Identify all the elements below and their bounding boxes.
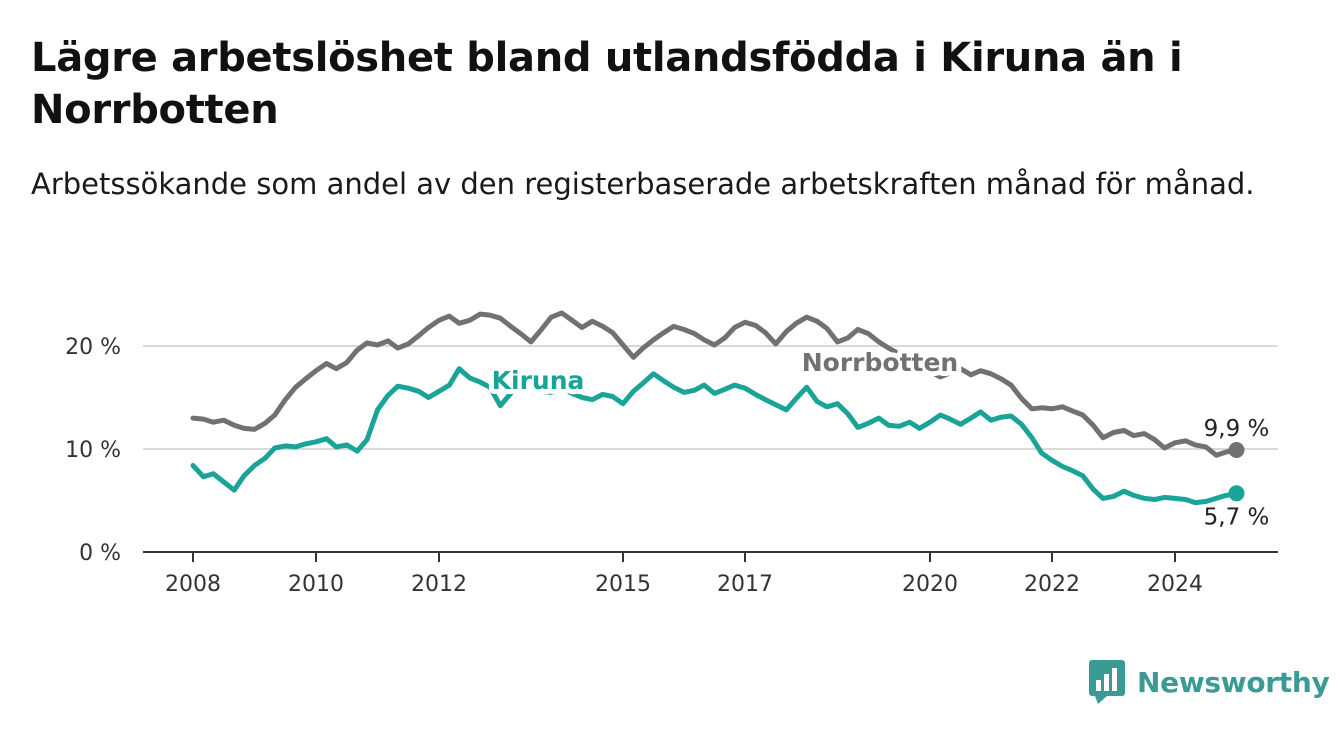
- x-tick-label: 2008: [165, 572, 221, 597]
- series-line-norrbotten: [190, 310, 1239, 458]
- series-label-norrbotten: Norrbotten: [802, 348, 958, 377]
- bar-chart-logo-icon: [1089, 660, 1125, 704]
- end-label-kiruna: 5,7 %: [1204, 504, 1270, 530]
- series-line-kiruna: [190, 366, 1239, 506]
- x-tick-label: 2022: [1024, 572, 1080, 597]
- series-label-kiruna: Kiruna: [492, 366, 585, 395]
- y-tick-label: 0 %: [79, 541, 121, 566]
- x-tick-label: 2020: [902, 572, 958, 597]
- end-point-kiruna: [1228, 485, 1245, 502]
- logo-text: Newsworthy: [1137, 665, 1330, 699]
- chart-subtitle: Arbetssökande som andel av den registerb…: [31, 167, 1255, 201]
- end-point-norrbotten: [1228, 442, 1245, 459]
- y-tick-label: 10 %: [65, 438, 121, 463]
- x-tick-label: 2010: [288, 572, 344, 597]
- y-tick-label: 20 %: [65, 335, 121, 360]
- newsworthy-logo: Newsworthy: [1089, 659, 1330, 705]
- x-tick-label: 2015: [595, 572, 651, 597]
- x-tick-label: 2017: [717, 572, 773, 597]
- end-label-norrbotten: 9,9 %: [1204, 416, 1270, 442]
- x-tick-label: 2012: [411, 572, 467, 597]
- x-tick-label: 2024: [1147, 572, 1203, 597]
- chart-title: Lägre arbetslöshet bland utlandsfödda i …: [31, 35, 1183, 133]
